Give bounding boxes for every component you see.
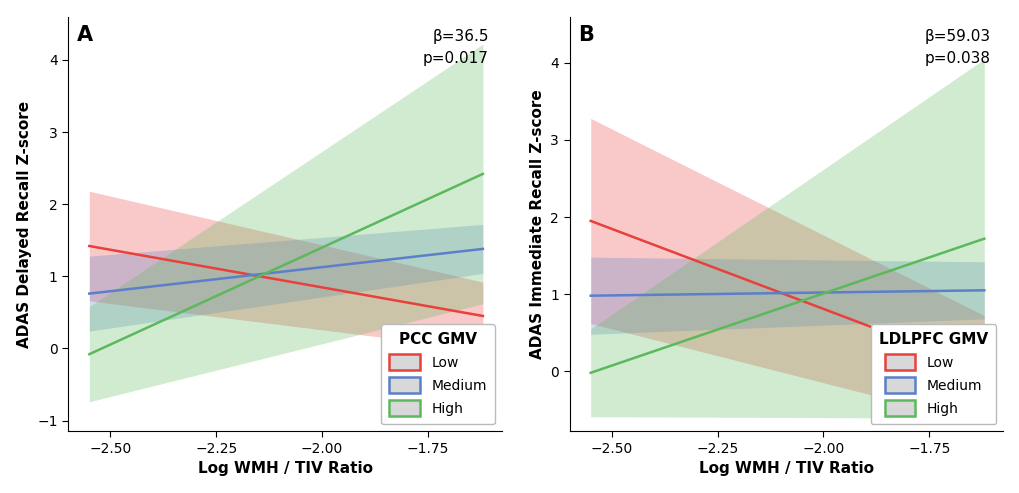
Y-axis label: ADAS Delayed Recall Z-score: ADAS Delayed Recall Z-score xyxy=(16,101,32,348)
Text: β=59.03
p=0.038: β=59.03 p=0.038 xyxy=(923,29,989,66)
X-axis label: Log WMH / TIV Ratio: Log WMH / TIV Ratio xyxy=(198,461,372,476)
Legend: Low, Medium, High: Low, Medium, High xyxy=(870,324,996,424)
Y-axis label: ADAS Immediate Recall Z-score: ADAS Immediate Recall Z-score xyxy=(529,89,544,359)
Legend: Low, Medium, High: Low, Medium, High xyxy=(381,324,494,424)
Text: B: B xyxy=(578,25,593,45)
Text: β=36.5
p=0.017: β=36.5 p=0.017 xyxy=(423,29,488,66)
X-axis label: Log WMH / TIV Ratio: Log WMH / TIV Ratio xyxy=(698,461,873,476)
Text: A: A xyxy=(76,25,93,45)
